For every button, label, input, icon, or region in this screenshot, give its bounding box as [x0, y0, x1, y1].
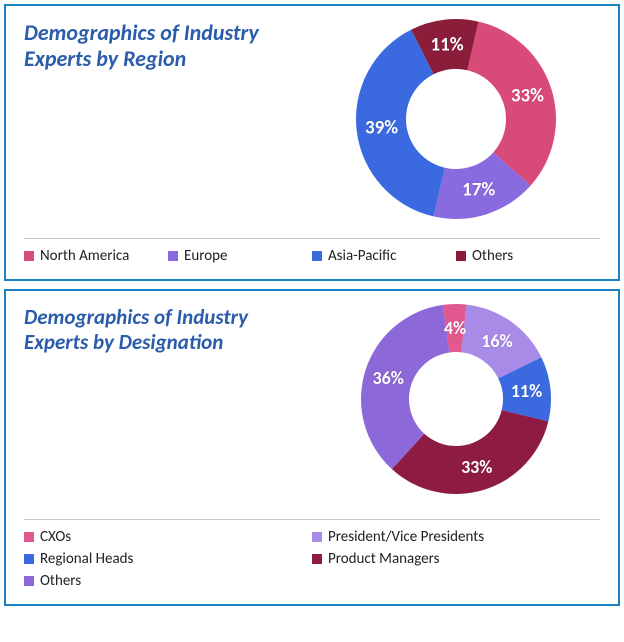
legend-label: Others [472, 247, 513, 265]
panel-title: Demographics of Industry Experts by Desi… [24, 305, 312, 355]
legend-swatch [312, 532, 322, 542]
slice-label: 4% [444, 317, 466, 339]
legend-label: Others [40, 572, 81, 590]
donut-chart-designation: 4% 16% 11% 33% 36% [312, 299, 600, 499]
legend-region: North America Europe Asia-Pacific Others [24, 238, 600, 269]
panel-title: Demographics of Industry Experts by Regi… [24, 20, 312, 73]
slice-label: 36% [372, 367, 403, 389]
slice-label: 17% [462, 179, 495, 202]
legend-item: CXOs [24, 528, 312, 546]
legend-item: Asia-Pacific [312, 247, 456, 265]
legend-label: Regional Heads [40, 550, 133, 568]
legend-swatch [24, 554, 34, 564]
legend-row: CXOs President/Vice Presidents Regional He… [24, 528, 600, 594]
donut-slice [392, 410, 548, 494]
legend-row: North America Europe Asia-Pacific Others [24, 247, 600, 269]
legend-swatch [312, 251, 322, 261]
legend-label: President/Vice Presidents [328, 528, 484, 546]
panel-designation: Demographics of Industry Experts by Desi… [4, 289, 620, 606]
legend-label: Asia-Pacific [328, 247, 396, 265]
legend-item: Product Managers [312, 550, 600, 568]
legend-item: Europe [168, 247, 312, 265]
slice-label: 33% [461, 456, 492, 478]
legend-item: North America [24, 247, 168, 265]
legend-swatch [168, 251, 178, 261]
donut-chart-region: 33% 17% 39% 11% [312, 14, 600, 224]
slice-label: 39% [365, 116, 398, 139]
panel-body: Demographics of Industry Experts by Desi… [24, 305, 600, 505]
legend-label: CXOs [40, 528, 71, 546]
legend-item: President/Vice Presidents [312, 528, 600, 546]
slice-label: 11% [511, 380, 542, 402]
legend-swatch [312, 554, 322, 564]
legend-item: Others [456, 247, 600, 265]
donut-wrap: 33% 17% 39% 11% [351, 14, 561, 224]
slice-label: 11% [431, 33, 464, 56]
legend-item: Regional Heads [24, 550, 312, 568]
legend-swatch [24, 251, 34, 261]
legend-item: Others [24, 572, 312, 590]
panel-region: Demographics of Industry Experts by Regi… [4, 4, 620, 281]
slice-label: 33% [511, 85, 544, 108]
legend-label: North America [40, 247, 129, 265]
legend-label: Europe [184, 247, 227, 265]
donut-wrap: 4% 16% 11% 33% 36% [356, 299, 556, 499]
legend-designation: CXOs President/Vice Presidents Regional He… [24, 519, 600, 594]
legend-swatch [24, 576, 34, 586]
legend-swatch [24, 532, 34, 542]
slice-label: 16% [481, 330, 512, 352]
legend-label: Product Managers [328, 550, 439, 568]
panel-body: Demographics of Industry Experts by Regi… [24, 20, 600, 224]
legend-swatch [456, 251, 466, 261]
